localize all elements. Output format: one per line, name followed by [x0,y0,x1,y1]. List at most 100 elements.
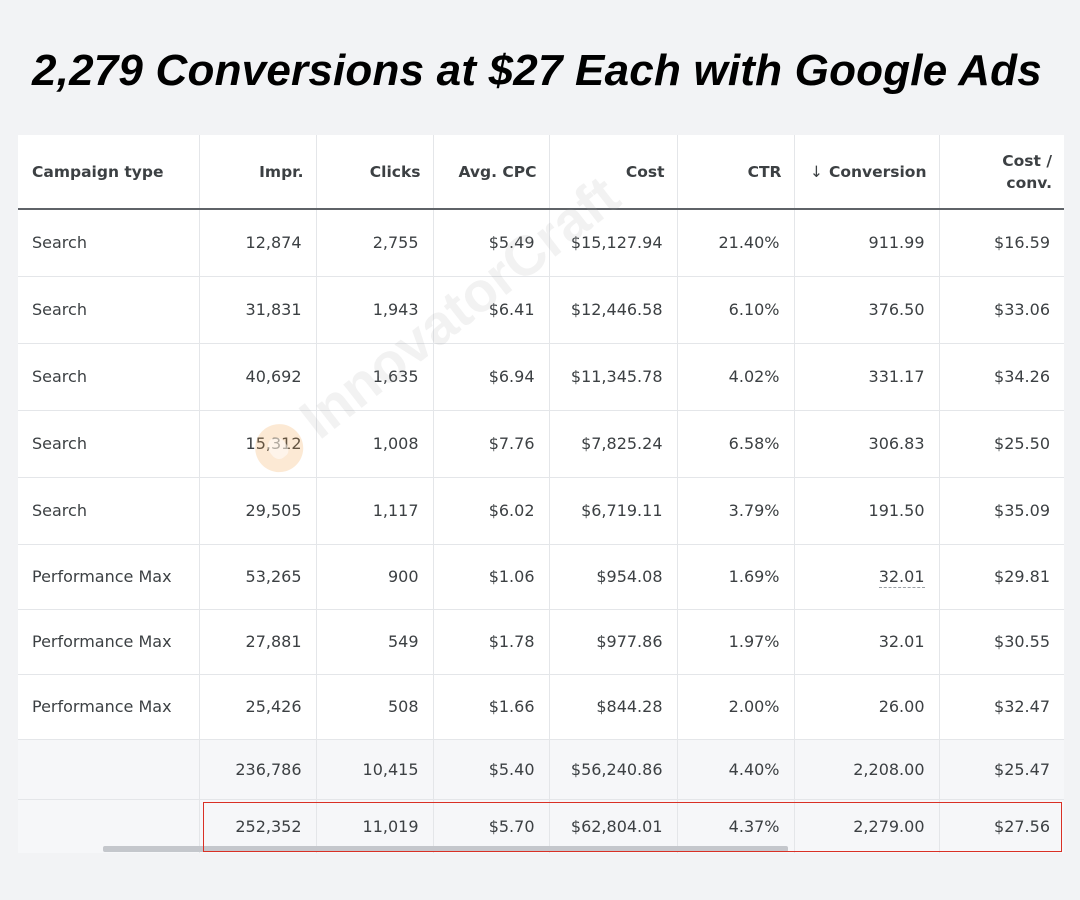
conversions-cell: 32.01 [794,609,940,675]
cost-per-conv-cell: $34.26 [939,343,1064,411]
column-header-impr[interactable]: Impr. [199,135,317,210]
avg-cpc-cell: $1.06 [433,544,550,610]
avg-cpc-cell: $6.02 [433,477,550,545]
ctr-cell: 1.97% [677,609,795,675]
impr-cell: 236,786 [199,739,317,800]
column-header-campaign-type[interactable]: Campaign type [18,135,200,210]
clicks-cell: 1,008 [316,410,434,478]
table-row[interactable]: Performance Max 25,426 508 $1.66 $844.28 2.00… [18,674,1064,740]
ctr-cell: 4.02% [677,343,795,411]
subtotal-row: 236,786 10,415 $5.40 $56,240.86 4.40% 2,208.0… [18,739,1064,800]
campaign-type-cell: Performance Max [18,544,200,610]
conversions-cell: 26.00 [794,674,940,740]
clicks-cell: 2,755 [316,209,434,277]
column-header-conversions[interactable]: ↓ Conversion [794,135,940,210]
avg-cpc-cell: $6.41 [433,276,550,344]
ctr-cell: 6.10% [677,276,795,344]
impr-cell: 29,505 [199,477,317,545]
table-row[interactable]: Search 40,692 1,635 $6.94 $11,345.78 4.02% 331… [18,343,1064,411]
column-header-cost[interactable]: Cost [549,135,678,210]
cost-per-conv-cell: $29.81 [939,544,1064,610]
conversions-cell: 376.50 [794,276,940,344]
impr-cell: 15,312 [199,410,317,478]
ctr-cell: 1.69% [677,544,795,610]
campaign-type-cell: Search [18,209,200,277]
cost-per-conv-cell: $25.50 [939,410,1064,478]
cost-per-conv-cell: $16.59 [939,209,1064,277]
impr-cell: 31,831 [199,276,317,344]
total-label-cell [18,739,200,800]
ctr-cell: 3.79% [677,477,795,545]
campaign-type-cell: Search [18,410,200,478]
campaign-type-cell: Search [18,276,200,344]
conversions-cell: 191.50 [794,477,940,545]
impr-cell: 25,426 [199,674,317,740]
cost-cell: $7,825.24 [549,410,678,478]
column-header-cost-per-conv[interactable]: Cost / conv. [939,135,1064,210]
grand-total-row: 252,352 11,019 $5.70 $62,804.01 4.37% 2,279.0… [18,799,1064,853]
ctr-cell: 6.58% [677,410,795,478]
conversions-cell: 2,279.00 [794,799,940,853]
cost-cell: $6,719.11 [549,477,678,545]
avg-cpc-cell: $1.66 [433,674,550,740]
cost-per-conv-cell: $30.55 [939,609,1064,675]
avg-cpc-cell: $5.70 [433,799,550,853]
clicks-cell: 11,019 [316,799,434,853]
table-row[interactable]: Search 29,505 1,117 $6.02 $6,719.11 3.79% 191.… [18,477,1064,545]
avg-cpc-cell: $6.94 [433,343,550,411]
avg-cpc-cell: $5.40 [433,739,550,800]
horizontal-scrollbar[interactable] [103,846,788,852]
table-row[interactable]: Search 15,312 1,008 $7.76 $7,825.24 6.58% 306.… [18,410,1064,478]
table-header-row: Campaign type Impr. Clicks Avg. CPC Cost… [18,135,1064,210]
cost-cell: $844.28 [549,674,678,740]
conversions-cell: 306.83 [794,410,940,478]
column-header-avg-cpc[interactable]: Avg. CPC [433,135,550,210]
impr-cell: 40,692 [199,343,317,411]
impr-cell: 53,265 [199,544,317,610]
cost-cell: $15,127.94 [549,209,678,277]
column-header-clicks[interactable]: Clicks [316,135,434,210]
table-row[interactable]: Performance Max 53,265 900 $1.06 $954.08 1.69… [18,544,1064,610]
campaign-type-cell: Performance Max [18,674,200,740]
avg-cpc-cell: $5.49 [433,209,550,277]
campaign-type-cell: Search [18,477,200,545]
cost-per-conv-cell: $32.47 [939,674,1064,740]
arrow-down-icon: ↓ [809,162,823,181]
cost-per-conv-cell: $35.09 [939,477,1064,545]
campaign-type-cell: Search [18,343,200,411]
table-row[interactable]: Search 12,874 2,755 $5.49 $15,127.94 21.40% 91… [18,209,1064,277]
campaign-type-cell: Performance Max [18,609,200,675]
clicks-cell: 1,635 [316,343,434,411]
cost-cell: $11,345.78 [549,343,678,411]
clicks-cell: 10,415 [316,739,434,800]
avg-cpc-cell: $7.76 [433,410,550,478]
cost-per-conv-cell: $33.06 [939,276,1064,344]
cost-cell: $56,240.86 [549,739,678,800]
clicks-cell: 900 [316,544,434,610]
conversions-cell: 32.01 [794,544,940,610]
ctr-cell: 2.00% [677,674,795,740]
impr-cell: 27,881 [199,609,317,675]
cost-cell: $12,446.58 [549,276,678,344]
cost-per-conv-cell: $27.56 [939,799,1064,853]
cost-cell: $62,804.01 [549,799,678,853]
impr-cell: 12,874 [199,209,317,277]
column-header-ctr[interactable]: CTR [677,135,795,210]
table-row[interactable]: Performance Max 27,881 549 $1.78 $977.86 1.97… [18,609,1064,675]
total-label-cell [18,799,200,853]
ctr-cell: 4.37% [677,799,795,853]
campaign-table-card: Campaign type Impr. Clicks Avg. CPC Cost… [18,135,1064,853]
avg-cpc-cell: $1.78 [433,609,550,675]
clicks-cell: 1,943 [316,276,434,344]
ctr-cell: 21.40% [677,209,795,277]
ctr-cell: 4.40% [677,739,795,800]
impr-cell: 252,352 [199,799,317,853]
cost-per-conv-cell: $25.47 [939,739,1064,800]
clicks-cell: 549 [316,609,434,675]
campaign-table: Campaign type Impr. Clicks Avg. CPC Cost… [18,135,1064,853]
table-row[interactable]: Search 31,831 1,943 $6.41 $12,446.58 6.10% 376… [18,276,1064,344]
page-headline: 2,279 Conversions at $27 Each with Googl… [32,46,1042,95]
conversions-cell: 331.17 [794,343,940,411]
clicks-cell: 508 [316,674,434,740]
cost-cell: $954.08 [549,544,678,610]
